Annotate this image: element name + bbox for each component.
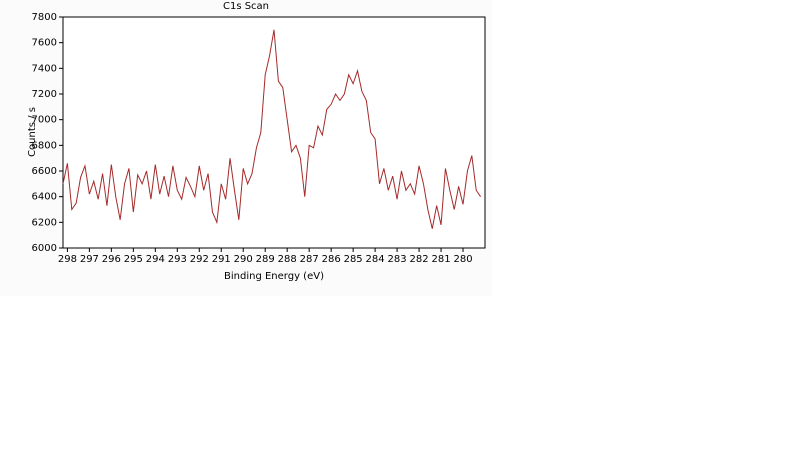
x-tick-label: 294 — [146, 254, 165, 265]
x-tick-label: 288 — [278, 254, 297, 265]
x-tick-label: 282 — [410, 254, 429, 265]
x-tick-label: 281 — [431, 254, 450, 265]
x-tick-label: 291 — [212, 254, 231, 265]
y-tick-label: 7200 — [32, 89, 57, 100]
y-tick-label: 7400 — [32, 63, 57, 74]
x-tick-label: 286 — [322, 254, 341, 265]
y-tick-label: 6200 — [32, 217, 57, 228]
x-tick-label: 297 — [80, 254, 99, 265]
chart-title: C1s Scan — [223, 1, 269, 12]
x-axis-label: Binding Energy (eV) — [224, 271, 324, 282]
x-tick-label: 296 — [102, 254, 121, 265]
y-tick-label: 6800 — [32, 140, 57, 151]
x-tick-label: 287 — [300, 254, 319, 265]
y-tick-label: 7000 — [32, 115, 57, 126]
x-tick-label: 280 — [453, 254, 472, 265]
data-line — [62, 29, 482, 229]
x-tick-label: 295 — [124, 254, 143, 265]
x-tick-label: 298 — [58, 254, 77, 265]
y-tick-label: 6400 — [32, 192, 57, 203]
x-tick-label: 284 — [366, 254, 385, 265]
y-tick-label: 6000 — [32, 243, 57, 254]
plot-frame — [62, 16, 486, 249]
x-tick-label: 283 — [388, 254, 407, 265]
x-tick-label: 293 — [168, 254, 187, 265]
x-tick-label: 292 — [190, 254, 209, 265]
y-tick-label: 6600 — [32, 166, 57, 177]
x-tick-label: 289 — [256, 254, 275, 265]
x-tick-label: 285 — [344, 254, 363, 265]
y-axis-label: Counts / s — [27, 107, 38, 157]
y-tick-label: 7600 — [32, 38, 57, 49]
y-tick-label: 7800 — [32, 12, 57, 23]
x-tick-label: 290 — [234, 254, 253, 265]
